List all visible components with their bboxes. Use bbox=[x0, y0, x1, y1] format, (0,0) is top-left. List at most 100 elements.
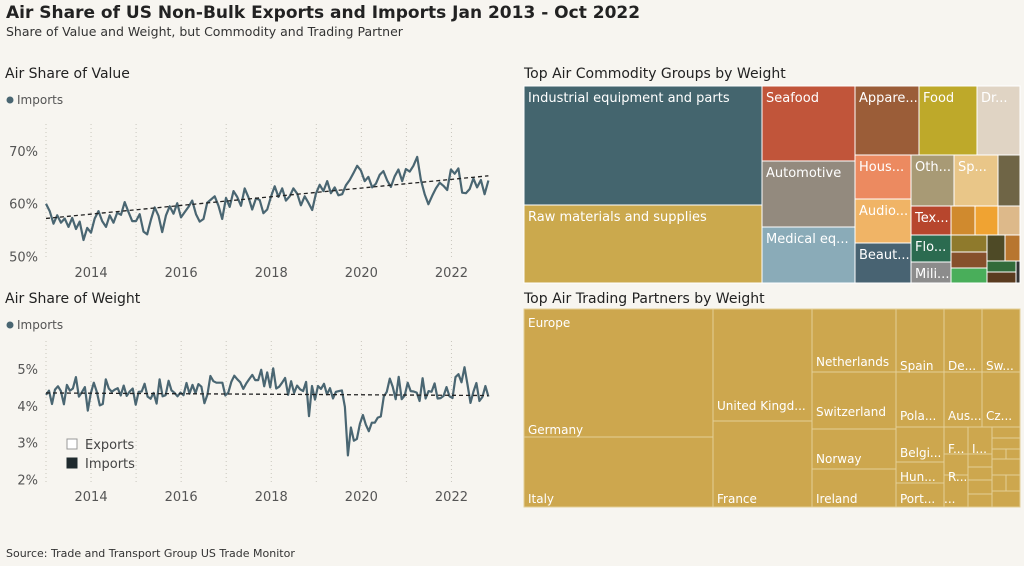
treemap-cell-label: Appare... bbox=[859, 91, 918, 106]
treemap-cell bbox=[910, 234, 952, 263]
treemap-cell bbox=[950, 205, 976, 236]
treemap-cell bbox=[761, 85, 856, 162]
treemap-cell bbox=[918, 85, 978, 156]
treemap-cell bbox=[943, 474, 969, 508]
legend-marker-icon bbox=[6, 321, 14, 329]
treemap-cell bbox=[895, 308, 945, 373]
treemap-cell bbox=[991, 490, 1021, 508]
treemap-cell-label: France bbox=[717, 492, 757, 506]
treemap-cell bbox=[991, 474, 1007, 492]
treemap-cell bbox=[523, 85, 763, 206]
treemap-cell bbox=[811, 308, 897, 373]
treemap-cell bbox=[1005, 448, 1021, 460]
treemap-cell bbox=[1004, 234, 1021, 262]
treemap-cell bbox=[854, 154, 912, 200]
treemap-cell bbox=[974, 205, 999, 236]
treemap-cell-label: Beaut... bbox=[859, 248, 910, 263]
chart-title: Air Share of Weight bbox=[5, 291, 141, 307]
treemap-cell bbox=[523, 308, 714, 438]
treemap-cell-label: Norway bbox=[816, 452, 862, 466]
x-tick-label: 2018 bbox=[255, 490, 288, 505]
chart-title: Air Share of Value bbox=[5, 66, 130, 82]
chart-air-share-value: Air Share of Value Imports 50% 60% 70% 2014 20… bbox=[5, 66, 490, 281]
legend-imports-label: Imports bbox=[85, 457, 135, 472]
treemap-cell bbox=[523, 436, 714, 508]
treemap-cell-label: ... bbox=[944, 492, 955, 506]
y-tick-label: 50% bbox=[9, 250, 38, 265]
y-tick-label: 60% bbox=[9, 198, 38, 213]
treemap-cell bbox=[943, 308, 983, 373]
chart-commodity-treemap: Top Air Commodity Groups by Weight Indust… bbox=[523, 66, 1021, 284]
treemap-cell bbox=[986, 260, 1017, 273]
treemap-cell bbox=[761, 226, 856, 284]
treemap-cell bbox=[895, 371, 945, 428]
y-tick-label: 4% bbox=[17, 400, 38, 415]
treemap-cell bbox=[910, 205, 952, 236]
treemap-cell-label: Switzerland bbox=[816, 405, 886, 419]
treemap-cell-label: De... bbox=[948, 359, 976, 373]
treemap-cell bbox=[943, 371, 983, 428]
legend-exports-swatch bbox=[66, 438, 78, 450]
treemap-cell-label: Hous... bbox=[859, 160, 904, 175]
x-tick-label: 2018 bbox=[255, 266, 288, 281]
treemap-cell bbox=[991, 458, 1021, 476]
series-line-imports bbox=[45, 155, 490, 242]
treemap-cell bbox=[761, 160, 856, 228]
treemap-cell-label: Spain bbox=[900, 359, 934, 373]
x-tick-label: 2022 bbox=[435, 266, 468, 281]
x-tick-label: 2016 bbox=[165, 490, 198, 505]
treemap-cell-label: Ireland bbox=[816, 492, 858, 506]
chart-title: Top Air Trading Partners by Weight bbox=[523, 291, 765, 307]
trend-line bbox=[45, 392, 489, 397]
treemap-cell-label: Belgi... bbox=[900, 446, 941, 460]
legend-label: Imports bbox=[17, 318, 63, 332]
chart-partners-treemap: Top Air Trading Partners by Weight Europe… bbox=[523, 291, 1021, 508]
y-tick-label: 2% bbox=[17, 473, 38, 488]
treemap-cell-label: Oth... bbox=[915, 160, 951, 175]
x-tick-label: 2020 bbox=[345, 266, 378, 281]
treemap-cell bbox=[967, 493, 993, 508]
treemap-cell-label: Sw... bbox=[986, 359, 1014, 373]
treemap-cell-label: Netherlands bbox=[816, 355, 889, 369]
treemap-cell bbox=[967, 479, 993, 495]
x-tick-label: 2020 bbox=[345, 490, 378, 505]
treemap-cell-label: Industrial equipment and parts bbox=[528, 91, 730, 106]
treemap-cell bbox=[967, 466, 993, 481]
legend-imports-swatch bbox=[66, 457, 78, 469]
treemap-cell bbox=[967, 426, 993, 455]
treemap-cell-label: Cz... bbox=[986, 409, 1012, 423]
treemap-cell bbox=[950, 251, 988, 269]
treemap-cell bbox=[712, 308, 813, 422]
page-title: Air Share of US Non-Bulk Exports and Imp… bbox=[6, 3, 641, 23]
treemap-cell-label: Italy bbox=[528, 492, 554, 506]
treemap-cell bbox=[895, 482, 945, 508]
treemap-cell-label: Hun... bbox=[900, 470, 936, 484]
treemap-cell bbox=[953, 154, 999, 207]
treemap-cell bbox=[991, 448, 1007, 460]
x-tick-label: 2016 bbox=[165, 266, 198, 281]
page-subtitle: Share of Value and Weight, but Commodity… bbox=[6, 24, 403, 39]
treemap-cell-label: United Kingd... bbox=[717, 399, 806, 413]
treemap-cell-label: Flo... bbox=[915, 240, 946, 255]
treemap-cell bbox=[981, 308, 1021, 373]
chart-title: Top Air Commodity Groups by Weight bbox=[523, 66, 786, 82]
legend-marker-icon bbox=[6, 96, 14, 104]
treemap-cell bbox=[523, 204, 763, 284]
treemap-cell bbox=[950, 267, 988, 284]
treemap-cell-label: Tex... bbox=[914, 211, 949, 226]
treemap-cell bbox=[1015, 260, 1021, 284]
y-tick-label: 70% bbox=[9, 145, 38, 160]
treemap-cell bbox=[991, 437, 1021, 450]
treemap-cell-label: Port... bbox=[900, 492, 935, 506]
source-note: Source: Trade and Transport Group US Tra… bbox=[6, 547, 295, 560]
treemap-cell-label: Pola... bbox=[900, 409, 936, 423]
x-tick-label: 2022 bbox=[435, 490, 468, 505]
treemap-cell-label: I... bbox=[972, 442, 987, 456]
treemap-cell bbox=[811, 371, 897, 430]
treemap-cell bbox=[811, 468, 897, 508]
treemap-cell-label: Europe bbox=[528, 316, 570, 330]
treemap-cell bbox=[1005, 474, 1021, 492]
x-tick-label: 2014 bbox=[75, 266, 108, 281]
x-tick-label: 2014 bbox=[75, 490, 108, 505]
treemap-cell-label: F... bbox=[948, 442, 964, 456]
